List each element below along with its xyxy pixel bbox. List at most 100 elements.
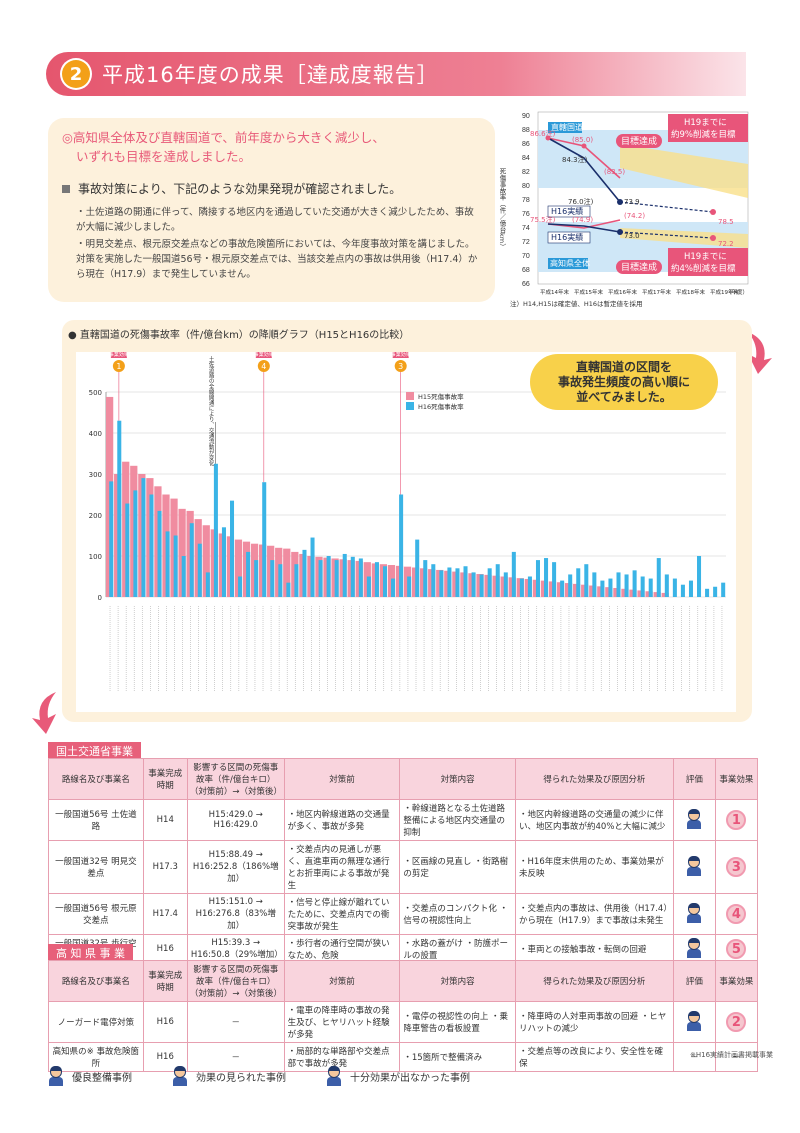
val-i: (74.9) [572, 216, 593, 224]
h19-target-b-2: 約4%削減を目標 [671, 263, 736, 274]
y-tick-label: 100 [89, 553, 102, 561]
bar-h16 [302, 549, 307, 597]
cell-jiko: 1 [714, 799, 759, 841]
section-number: 2 [62, 60, 90, 88]
square-bullet-icon [62, 184, 70, 193]
bar-h16 [584, 564, 589, 597]
tr-xtick: 平成14年末 [540, 288, 569, 296]
y-axis-label: 死傷事故率（件／億台km） [498, 168, 506, 250]
tr-xtick: 平成15年末 [574, 288, 603, 296]
bar-h16 [713, 586, 718, 597]
tr-ytick: 90 [522, 113, 530, 120]
section-label-kochi: 高 知 県 事 業 [48, 944, 133, 960]
cell-eval [672, 799, 716, 841]
th-route: 路線名及び事業名 [48, 758, 144, 800]
cell-effect: ・H16年度末供用のため、事業効果が未反映 [515, 840, 674, 894]
bar-h16 [326, 556, 331, 597]
bar-h16 [680, 584, 685, 597]
bar-h16 [423, 560, 428, 597]
project-number-badge: 3 [726, 857, 747, 877]
bar-h16 [157, 510, 162, 597]
bar-h16 [648, 578, 653, 597]
mlit-table: 路線名及び事業名 事業完成時期 影響する区間の死傷事故率（件/億台キロ）（対策前… [48, 758, 759, 993]
bar-h16 [109, 481, 114, 597]
target-chart-svg: 90 88 86 84 82 80 78 76 74 72 70 68 66 直轄国道 高知県全体 目標… [498, 111, 749, 308]
arrow-right-down-icon [748, 332, 772, 374]
val-b: (85.0) [572, 136, 593, 144]
bar-h16 [278, 564, 283, 597]
bar-h16 [495, 564, 500, 597]
bar-h16 [511, 551, 516, 597]
val-k: 73.0 [624, 232, 640, 240]
bar-h16 [705, 588, 710, 597]
th2-jiko: 事業効果 [714, 960, 759, 1002]
bar-h16 [447, 567, 452, 597]
summary-detail-1: ・土佐道路の開通に伴って、隣接する地区内を通過していた交通が大きく減少したため、… [76, 207, 474, 233]
cell-jiko: 3 [714, 840, 759, 894]
ranking-chart-area: 0 100 200 300 400 500 1 事業効果 4 事業効果 3 事業効果 土佐道路の全線開通… [76, 348, 736, 712]
tr-ytick: 66 [522, 281, 530, 288]
val-h: 75.5注) [530, 215, 556, 224]
legend-excellent: 優良整備事例 [48, 1066, 132, 1086]
bar-h16 [560, 580, 565, 597]
callout-bubble: 直轄国道の区間を 事故発生頻度の高い順に 並べてみました。 [530, 354, 718, 410]
summary-box: ◎高知県全体及び直轄国道で、前年度から大きく減少し、 いずれも目標を達成しました… [48, 118, 495, 302]
evaluation-face-icon [686, 808, 702, 829]
bar-h16 [165, 531, 170, 597]
h16-result-2: H16実績 [551, 232, 583, 242]
cell-route: ノーガード電停対策 [48, 1001, 144, 1043]
cell-year: H17.4 [142, 893, 188, 935]
bar-h16 [197, 543, 202, 597]
cell-content: ・水路の蓋がけ ・防護ポールの設置 [399, 934, 517, 964]
ranking-chart-panel: ● 直轄国道の死傷事故率（件/億台km）の降順グラフ（H15とH16の比較） 0… [62, 320, 752, 722]
chart-note: 土佐道路の全線開通により、交通流動が変化 [208, 355, 215, 468]
tr-ytick: 70 [522, 253, 530, 260]
legend-excellent-label: 優良整備事例 [72, 1072, 132, 1084]
tr-ytick: 72 [522, 239, 530, 246]
bar-h16 [117, 420, 122, 597]
cell-jiko: － [714, 1042, 759, 1072]
bar-h15 [202, 525, 210, 597]
marker-number: 3 [398, 362, 403, 371]
y-tick-label: 500 [89, 389, 102, 397]
cell-year: H17.3 [142, 840, 188, 894]
effective-face-icon [172, 1066, 188, 1086]
bar-h16 [544, 558, 549, 597]
tr-ytick: 80 [522, 183, 530, 190]
th2-route: 路線名及び事業名 [48, 960, 144, 1002]
tr-ytick: 68 [522, 267, 530, 274]
cell-before: ・信号と停止線が離れていたために、交差点内での衝突事故が発生 [283, 893, 401, 935]
tr-xtick: 平成17年末 [642, 288, 671, 296]
bar-h16 [286, 582, 291, 597]
bar-h16 [439, 570, 444, 597]
project-number-badge: 5 [726, 939, 747, 959]
legend-h16-swatch [406, 402, 414, 410]
cell-before: ・交差点内の見通しが悪く、直進車両の無理な通行とお折車両による事故が発生 [283, 840, 401, 894]
marker-circle [112, 360, 125, 372]
bar-h15 [234, 539, 243, 597]
h16-result-1: H16実績 [551, 206, 583, 216]
y-tick-label: 400 [89, 430, 102, 438]
insufficient-face-icon [326, 1066, 342, 1086]
bar-h16 [358, 558, 363, 597]
marker-circle [394, 360, 407, 372]
section-header: 2 平成16年度の成果［達成度報告］ [46, 52, 746, 96]
bar-h16 [664, 574, 669, 597]
target-chart: 90 88 86 84 82 80 78 76 74 72 70 68 66 直轄国道 高知県全体 目標… [498, 108, 758, 308]
bar-h16 [721, 582, 726, 597]
legend-insufficient-label: 十分効果が出なかった事例 [350, 1072, 470, 1084]
bar-h16 [254, 560, 259, 597]
evaluation-face-icon [686, 902, 702, 923]
cell-rate: H15:39.3 → H16:50.8（29%増加） [186, 934, 285, 964]
th-year: 事業完成時期 [142, 758, 188, 800]
cell-year: H14 [142, 799, 188, 841]
cell-year: H16 [142, 934, 188, 964]
bar-h16 [503, 572, 508, 597]
summary-lead-1: ◎高知県全体及び直轄国道で、前年度から大きく減少し、 [62, 130, 385, 145]
bar-h16 [310, 537, 315, 597]
cell-jiko: 2 [714, 1001, 759, 1043]
bar-h16 [407, 576, 412, 597]
bar-h16 [270, 560, 275, 597]
project-number-badge: 4 [726, 904, 747, 924]
callout-line-2: 事故発生頻度の高い順に [557, 374, 690, 389]
